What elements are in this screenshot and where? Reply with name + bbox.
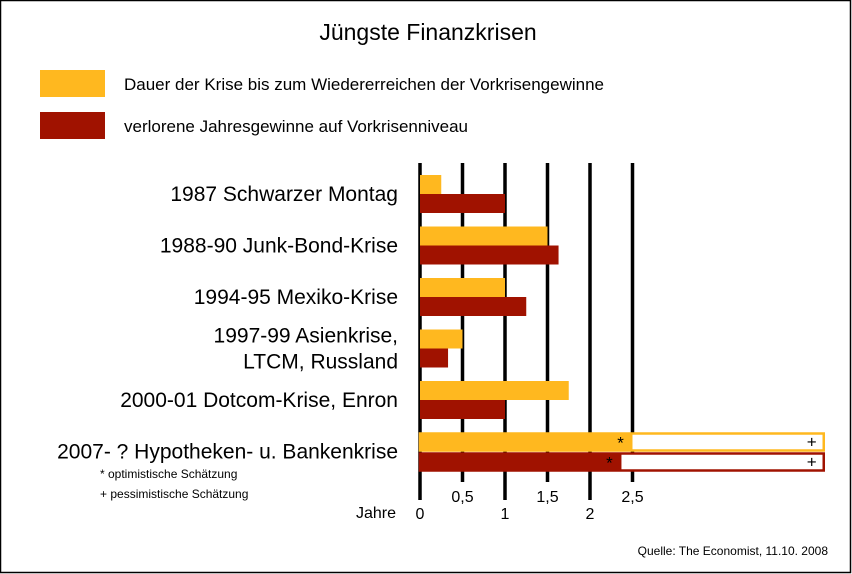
- bar: [420, 452, 622, 472]
- tick-label: 0,5: [451, 489, 473, 506]
- category-label: 1997-99 Asienkrise,: [214, 325, 398, 348]
- bar: [420, 226, 548, 246]
- optimistic-marker: *: [617, 434, 624, 453]
- legend-label-lost-profits: verlorene Jahresgewinne auf Vorkrisenniv…: [124, 117, 468, 136]
- bar: [420, 400, 505, 419]
- bar: [420, 297, 527, 316]
- bar: [420, 329, 463, 349]
- tick-label: 1: [501, 506, 510, 523]
- bar: [420, 194, 505, 213]
- category-label: 2007- ? Hypotheken- u. Bankenkrise: [57, 441, 398, 464]
- chart-title: Jüngste Finanzkrisen: [319, 19, 536, 45]
- legend-swatch-duration: [40, 70, 105, 97]
- legend-swatch-lost-profits: [40, 112, 105, 139]
- tick-label: 0: [416, 506, 425, 523]
- tick-label: 2,5: [621, 489, 643, 506]
- bar: [420, 175, 442, 194]
- category-label: 2000-01 Dotcom-Krise, Enron: [120, 389, 398, 412]
- optimistic-marker: *: [606, 454, 613, 473]
- bar: [420, 432, 633, 452]
- bar: [420, 278, 505, 297]
- category-label: 1987 Schwarzer Montag: [170, 183, 398, 206]
- bar: [420, 381, 569, 400]
- legend-label-duration: Dauer der Krise bis zum Wiedererreichen …: [124, 75, 604, 94]
- source-note: Quelle: The Economist, 11.10. 2008: [638, 544, 829, 558]
- category-label: LTCM, Russland: [243, 351, 398, 374]
- tick-label: 1,5: [536, 489, 558, 506]
- category-label: 1988-90 Junk-Bond-Krise: [160, 235, 398, 258]
- tick-label: 2: [586, 506, 595, 523]
- footnote-optimistic: * optimistische Schätzung: [100, 467, 237, 481]
- footnote-pessimistic: + pessimistische Schätzung: [100, 487, 248, 501]
- x-axis-label: Jahre: [356, 505, 396, 522]
- pessimistic-marker: +: [807, 433, 817, 452]
- pessimistic-marker: +: [807, 453, 817, 472]
- category-label: 1994-95 Mexiko-Krise: [194, 286, 398, 309]
- bar: [420, 348, 449, 368]
- bar: [420, 245, 559, 265]
